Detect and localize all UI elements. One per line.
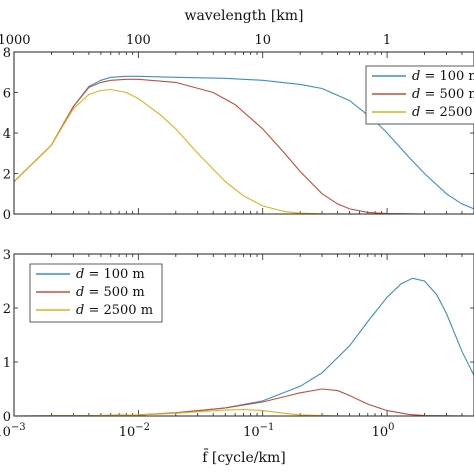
legend-label: d = 100 m [412,69,474,84]
y-tick-label: 6 [3,87,11,102]
top-legend: d = 100 m d = 500 m d = 2500 m [365,65,474,125]
top-axis-ticks: 1000 100 10 1 [0,33,391,48]
y-tick-label: 4 [3,127,11,142]
top-axis-tick-label: 10 [254,33,271,48]
bottom-x-axis-title: f̄ [cycle/km] [202,448,285,466]
series-line-2 [14,388,474,416]
y-tick-label: 2 [3,168,11,183]
bottom-legend: d = 100 m d = 500 m d = 2500 m [29,263,163,323]
legend-label: d = 100 m [76,267,145,282]
y-tick-label: 0 [3,410,11,425]
x-tick-label: 100 [372,422,395,440]
legend-label: d = 500 m [76,285,145,300]
series-line-2 [14,78,474,214]
top-axis-title: wavelength [km] [184,8,303,24]
top-panel: wavelength [km] 1000 100 10 1 0 2 4 6 8 d = 100… [0,8,474,223]
y-tick-label: 8 [3,46,11,61]
legend-label: d = 2500 m [412,105,474,120]
series-line-3 [14,408,474,416]
y-tick-label: 1 [3,356,11,371]
y-tick-label: 0 [3,208,11,223]
series-line-1 [14,75,474,210]
x-tick-label: 10−3 [0,422,26,440]
x-tick-label: 10−2 [119,422,150,440]
y-tick-label: 2 [3,302,11,317]
bottom-plot-frame [13,253,474,417]
top-axis-tick-label: 1 [383,33,391,48]
x-tick-label: 10−1 [243,422,274,440]
legend-label: d = 2500 m [76,303,153,318]
top-plot-frame [13,51,474,215]
legend-label: d = 500 m [412,87,474,102]
y-tick-label: 3 [3,248,11,263]
top-axis-tick-label: 100 [126,33,151,48]
top-axis-tick-label: 1000 [0,33,31,48]
